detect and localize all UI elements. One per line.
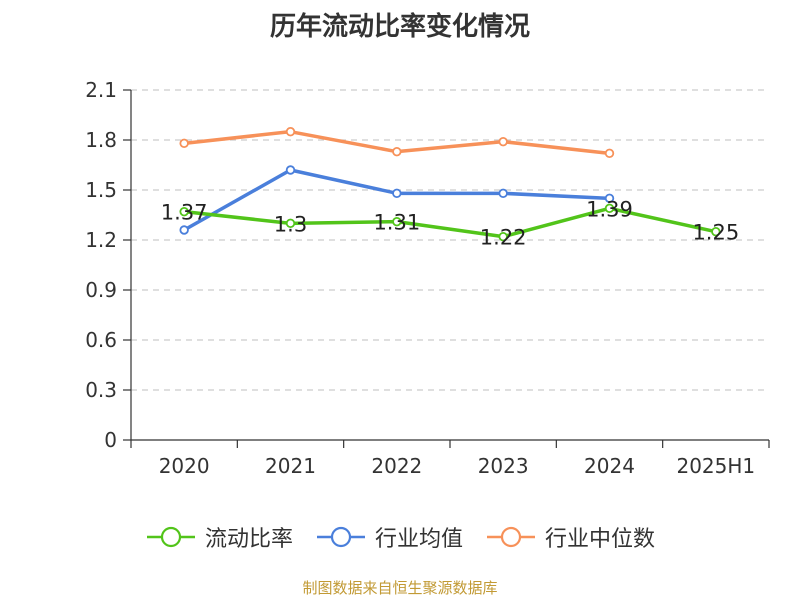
x-tick-label: 2021 [265, 454, 316, 478]
data-point [179, 225, 189, 235]
axes: 0 0.3 0.6 0.9 1.2 1.5 1.8 2.1 2020 2021 2022 2023 20… [85, 78, 770, 478]
data-point [285, 126, 296, 137]
x-tick-label: 2024 [584, 454, 635, 478]
y-tick-label: 1.5 [85, 178, 117, 202]
legend-label: 行业均值 [374, 527, 463, 552]
data-label: 1.39 [586, 197, 633, 221]
legend-swatch [146, 526, 195, 548]
legend-item[interactable]: 流动比率 [145, 521, 293, 553]
legend-swatch [487, 526, 535, 548]
y-tick-label: 0.6 [85, 328, 117, 352]
data-point [285, 165, 296, 175]
data-point [604, 193, 615, 204]
series-line [182, 206, 718, 239]
data-label: 1.25 [692, 221, 739, 245]
data-point [498, 136, 508, 147]
data-point [498, 188, 508, 199]
y-tick-label: 2.1 [85, 78, 117, 102]
data-label: 1.3 [274, 212, 307, 236]
grid-lines [131, 89, 769, 391]
source-note: 制图数据来自恒生聚源数据库 [302, 579, 498, 597]
data-label: 1.22 [480, 226, 527, 250]
legend-item[interactable]: 行业均值 [315, 521, 463, 553]
data-point [498, 231, 508, 242]
series-lines [179, 126, 721, 242]
data-point [285, 218, 296, 229]
x-tick-label: 2022 [371, 454, 422, 478]
data-point [604, 148, 615, 159]
y-tick-label: 0.3 [85, 378, 117, 402]
x-tick-label: 2020 [159, 454, 210, 478]
y-tick-label: 1.2 [85, 228, 117, 252]
data-labels: 1.37 1.3 1.31 1.22 1.39 1.25 [161, 197, 739, 249]
legend-label: 行业中位数 [545, 527, 656, 552]
legend-swatch-marker [160, 526, 182, 548]
data-point [392, 188, 402, 199]
y-tick-label: 0.9 [85, 278, 117, 302]
legend-swatch-marker [330, 526, 352, 548]
y-tick-label: 0 [104, 428, 117, 452]
x-tick-label: 2023 [478, 454, 529, 478]
chart-title: 历年流动比率变化情况 [269, 12, 530, 42]
data-point [179, 138, 189, 149]
data-label: 1.31 [373, 211, 420, 235]
data-point [711, 226, 721, 237]
legend: 流动比率 行业均值 行业中位数 [0, 520, 800, 554]
data-label: 1.37 [161, 201, 208, 225]
legend-swatch-marker [500, 526, 522, 548]
legend-item[interactable]: 行业中位数 [485, 521, 655, 553]
y-tick-label: 1.8 [85, 128, 117, 152]
legend-label: 流动比率 [204, 527, 293, 552]
legend-swatch [316, 526, 365, 548]
data-point [392, 146, 402, 157]
data-point [392, 216, 402, 227]
data-point [179, 206, 189, 217]
data-point [604, 203, 615, 214]
x-tick-label: 2025H1 [676, 454, 755, 478]
